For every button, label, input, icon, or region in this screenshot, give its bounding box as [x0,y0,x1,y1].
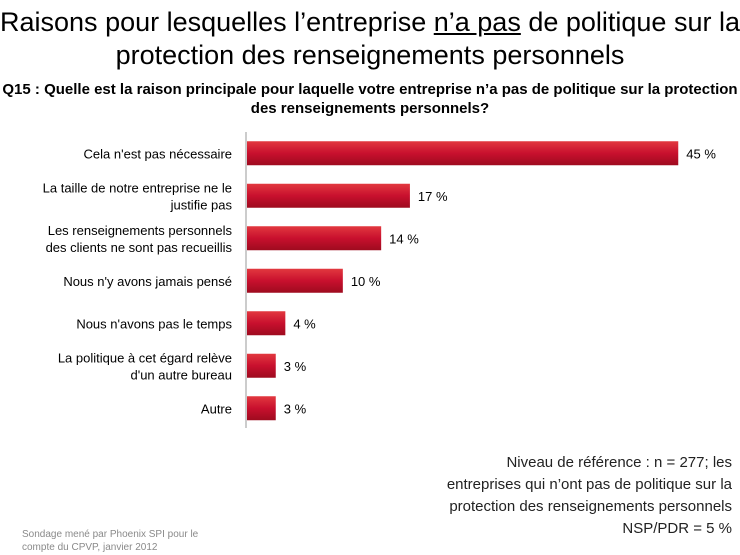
source-line-2: compte du CPVP, janvier 2012 [22,542,158,553]
category-label-line: Nous n'y avons jamais pensé [63,274,232,289]
category-label-line: justifie pas [170,197,233,212]
bar-3 [247,226,382,251]
value-label-7: 3 % [284,401,307,416]
category-label-line: Cela n'est pas nécessaire [84,146,232,161]
value-label-1: 45 % [686,146,716,161]
bar-1 [247,141,679,166]
base-note-line-3: protection des renseignements personnels [449,498,732,515]
category-label-7: Autre [201,401,232,416]
value-label-6: 3 % [284,359,307,374]
value-label-4: 10 % [351,274,381,289]
category-label-line: La taille de notre entreprise ne le [43,180,232,195]
category-label-4: Nous n'y avons jamais pensé [63,274,232,289]
base-note-line-4: NSP/PDR = 5 % [622,520,732,537]
bar-6 [247,353,276,378]
bar-2 [247,183,410,208]
category-label-line: La politique à cet égard relève [58,350,232,365]
bar-7 [247,396,276,421]
bar-4 [247,268,343,293]
survey-question: Q15 : Quelle est la raison principale po… [2,81,738,117]
category-label-line: d'un autre bureau [130,367,232,382]
title-part-2: de politique sur la protection des rense… [115,7,740,70]
value-label-2: 17 % [418,189,448,204]
category-label-line: Autre [201,401,232,416]
value-label-5: 4 % [293,316,316,331]
chart-title: Raisons pour lesquelles l’entreprise n’a… [0,6,740,72]
title-part-1: Raisons pour lesquelles l’entreprise [0,7,434,37]
category-label-line: des clients ne sont pas recueillis [46,240,233,255]
base-note-line-2: entreprises qui n’ont pas de politique s… [446,476,732,493]
category-label-5: Nous n'avons pas le temps [76,316,232,331]
value-label-3: 14 % [389,231,419,246]
category-label-6: La politique à cet égard relève d'un autr… [58,350,232,382]
base-note-line-1: Niveau de référence : n = 277; les [506,454,732,471]
source-note: Sondage mené par Phoenix SPI pour le com… [22,528,242,554]
source-line-1: Sondage mené par Phoenix SPI pour le [22,529,199,540]
bar-chart: 45 % Cela n'est pas nécessaire 17 % La tail… [43,132,716,428]
category-label-1: Cela n'est pas nécessaire [84,146,232,161]
category-label-2: La taille de notre entreprise ne le justi… [43,180,233,212]
category-label-line: Nous n'avons pas le temps [76,316,232,331]
bar-5 [247,311,286,336]
category-label-line: Les renseignements personnels [48,223,233,238]
base-note: Niveau de référence : n = 277; les entre… [392,452,732,540]
category-label-3: Les renseignements personnels des clients… [46,223,233,255]
title-underlined: n’a pas [433,7,521,37]
